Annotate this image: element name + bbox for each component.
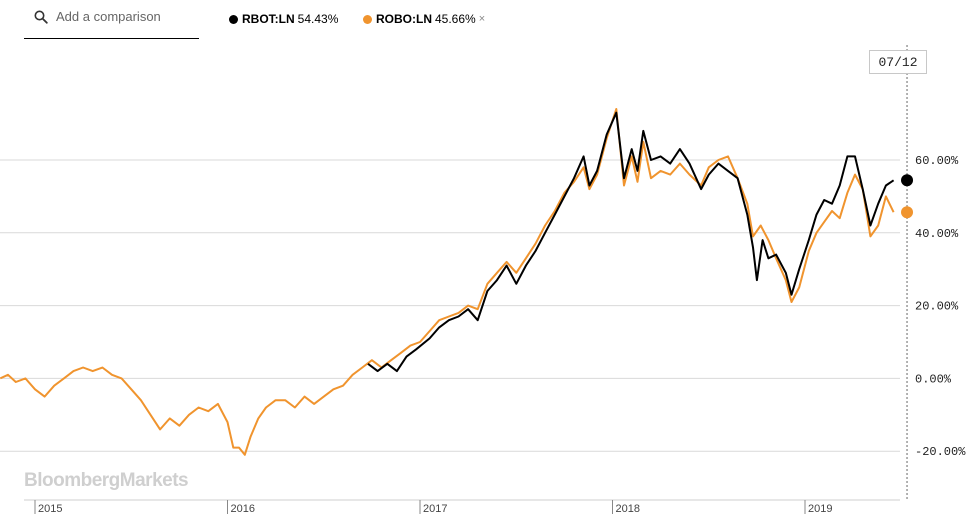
end-marker-rbot-ln [901,174,914,187]
x-tick-label: 2019 [808,503,832,515]
remove-comparison-icon[interactable]: × [478,13,486,25]
x-tick-label: 2018 [616,503,640,515]
y-tick-label: 60.00% [915,154,959,168]
legend-item-robo: ROBO:LN 45.66% × [363,10,485,28]
y-tick-label: -20.00% [915,445,966,459]
legend-value: 45.66% [435,12,476,26]
y-tick-label: 0.00% [915,372,952,386]
legend-ticker: RBOT:LN [242,12,295,26]
series-color-dot [229,14,238,24]
bloomberg-watermark: BloombergMarkets [24,470,189,491]
search-input[interactable] [56,9,196,24]
x-tick-label: 2015 [38,503,62,515]
search-icon [34,10,48,24]
legend-item-rbot: RBOT:LN 54.43% [229,10,338,28]
legend-value: 54.43% [297,12,339,26]
top-bar: RBOT:LN 54.43% ROBO:LN 45.66% × [0,0,974,40]
hover-date-badge: 07/12 [869,50,927,74]
legend-ticker: ROBO:LN [376,12,432,26]
series-line-robo-ln [0,108,895,456]
x-tick-label: 2017 [423,503,447,515]
series-line-rbot-ln [367,111,895,373]
series-color-dot [363,14,372,24]
y-tick-label: 20.00% [915,300,959,314]
x-tick-label: 2016 [231,503,255,515]
comparison-search[interactable] [24,0,199,39]
end-marker-robo-ln [901,206,914,219]
y-tick-label: 40.00% [915,227,959,241]
